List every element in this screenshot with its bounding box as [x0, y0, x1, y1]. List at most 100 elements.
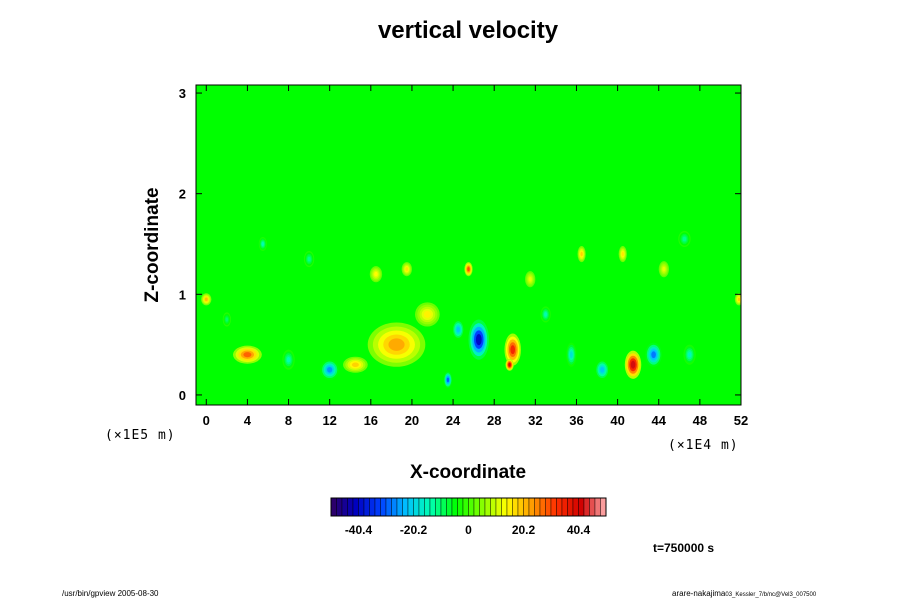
x-scale-note: (×1E4 m) [668, 438, 739, 453]
colorbar-segment [396, 497, 403, 517]
heatmap-contour [388, 338, 405, 351]
colorbar-tick-label: -20.2 [400, 523, 428, 537]
colorbar-segment [451, 497, 458, 517]
heatmap-feature [618, 246, 627, 263]
heatmap-contour [682, 236, 687, 242]
heatmap-contour [286, 356, 291, 363]
heatmap-contour [446, 377, 450, 383]
footer-left: /usr/bin/gpview 2005-08-30 [62, 589, 159, 598]
heatmap-contour [662, 266, 666, 272]
colorbar-segment [462, 497, 469, 517]
x-tick-label: 24 [446, 413, 461, 428]
heatmap-contour [580, 251, 583, 257]
heatmap-contour [456, 326, 460, 333]
plot-frame [195, 84, 742, 406]
x-tick-label: 40 [610, 413, 624, 428]
heatmap-contour [621, 251, 624, 257]
x-tick-label: 32 [528, 413, 542, 428]
heatmap-contour [544, 312, 548, 317]
colorbar-segment [589, 497, 596, 517]
heatmap-contour [630, 360, 636, 369]
colorbar-segment [369, 497, 376, 517]
footer-right-main: arare-nakajima [672, 589, 726, 598]
x-tick-label: 28 [487, 413, 501, 428]
heatmap-feature [233, 345, 262, 364]
heatmap-feature [505, 358, 514, 371]
x-tick-label: 36 [569, 413, 583, 428]
heatmap-contour [510, 345, 516, 355]
colorbar-segment [468, 497, 475, 517]
colorbar-segment [385, 497, 392, 517]
colorbar-tick-label: -40.4 [345, 523, 373, 537]
colorbar-tick-label: 0 [465, 523, 472, 537]
colorbar-segment [506, 497, 513, 517]
colorbar-segment [347, 497, 354, 517]
colorbar-segment [572, 497, 579, 517]
heatmap-contour [307, 256, 311, 262]
x-tick-label: 8 [285, 413, 292, 428]
heatmap-feature [303, 251, 315, 268]
heatmap-field [201, 230, 741, 388]
heatmap-feature [594, 359, 610, 380]
colorbar-segment [336, 497, 343, 517]
colorbar-segment [413, 497, 420, 517]
time-label: t=750000 s [653, 541, 714, 555]
x-tick-label: 4 [244, 413, 252, 428]
heatmap-contour [261, 242, 264, 246]
x-tick-label: 16 [364, 413, 378, 428]
heatmap-contour [475, 333, 482, 346]
heatmap-contour [528, 276, 532, 282]
z-scale-note: (×1E5 m) [105, 428, 176, 443]
heatmap-contour [508, 363, 511, 367]
colorbar-segment [358, 497, 365, 517]
heatmap-feature [367, 322, 426, 367]
heatmap-feature [415, 302, 440, 327]
heatmap-contour [204, 297, 208, 302]
heatmap-contour [225, 317, 229, 322]
z-tick-label: 0 [179, 388, 186, 403]
x-tick-label: 20 [405, 413, 419, 428]
colorbar-segment [341, 497, 348, 517]
colorbar-segment [380, 497, 387, 517]
heatmap-feature [468, 319, 490, 360]
colorbar-segment [440, 497, 447, 517]
colorbar-segment [424, 497, 431, 517]
heatmap-feature [464, 262, 473, 277]
z-axis-label: Z-coordinate [142, 187, 163, 302]
x-tick-label: 52 [734, 413, 748, 428]
heatmap-feature [401, 262, 412, 277]
heatmap-contour [687, 351, 692, 358]
z-tick-label: 1 [179, 287, 186, 302]
heatmap-contour [569, 351, 573, 359]
colorbar-segment [363, 497, 370, 517]
z-tick-label: 2 [179, 187, 186, 202]
colorbar-segment [402, 497, 409, 517]
heatmap-feature [282, 349, 295, 370]
heatmap-feature [566, 342, 577, 367]
colorbar-segment [512, 497, 519, 517]
colorbar-segment [457, 497, 464, 517]
heatmap-feature [443, 371, 453, 388]
colorbar-frame [330, 497, 607, 517]
heatmap-contour [243, 352, 252, 358]
colorbar-segment [534, 497, 541, 517]
colorbar-tick-label: 20.2 [512, 523, 536, 537]
colorbar-segment [435, 497, 442, 517]
colorbar-segment [418, 497, 425, 517]
footer-right-sub: 03_Kessler_7/b/nc@Vel3_007500 [725, 592, 816, 598]
colorbar-segment [567, 497, 574, 517]
heatmap-contour [737, 297, 741, 302]
colorbar-segment [578, 497, 585, 517]
colorbar-segment [600, 497, 607, 517]
colorbar-ticks: -40.4 -20.2 0 20.2 40.4 [345, 523, 591, 537]
x-axis-ticks: 0 4 8 12 16 20 24 28 32 36 40 44 48 52 [203, 85, 748, 428]
colorbar-segment [556, 497, 563, 517]
heatmap-feature [258, 236, 267, 252]
x-tick-label: 12 [322, 413, 336, 428]
heatmap-contour [423, 311, 431, 318]
x-tick-label: 44 [652, 413, 667, 428]
colorbar-segment [429, 497, 436, 517]
heatmap-feature [343, 356, 368, 373]
